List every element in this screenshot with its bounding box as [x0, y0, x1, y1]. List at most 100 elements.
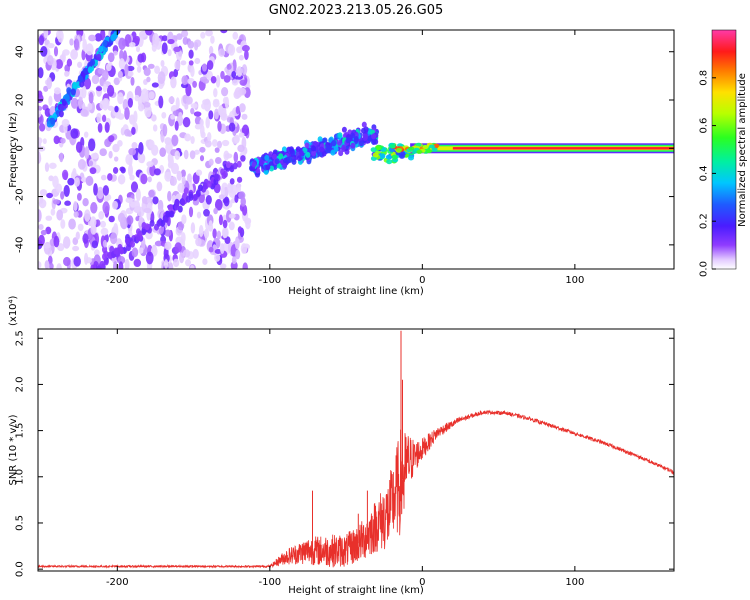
- spectrogram-cell: [73, 38, 80, 51]
- spectrogram-cell: [135, 45, 141, 53]
- spectrogram-cell: [147, 63, 155, 69]
- spectrogram-cell: [172, 110, 180, 117]
- spectrogram-cell: [205, 194, 212, 205]
- spectrogram-cell: [140, 173, 148, 185]
- spectrogram-cell: [68, 218, 76, 230]
- spectrogram-cell: [194, 41, 199, 51]
- colorbar-label: Normalized spectral amplitude: [737, 73, 748, 227]
- spectrogram-cell: [185, 96, 193, 105]
- spectrogram-cell: [38, 137, 43, 145]
- spectrogram-cell: [282, 162, 288, 169]
- spectrogram-cell: [336, 139, 342, 146]
- spectrogram-cell: [85, 43, 94, 56]
- spectrogram-cell: [96, 186, 104, 200]
- spectrogram-cell: [57, 243, 65, 252]
- spectrogram-cell: [161, 111, 167, 119]
- spectrogram-cell: [199, 155, 205, 162]
- spectrogram-cell: [197, 184, 203, 192]
- spectrogram-cell: [103, 98, 110, 109]
- spectrogram-cell: [183, 187, 189, 195]
- spectrogram-cell: [362, 135, 368, 141]
- spectrogram-cell: [73, 211, 79, 218]
- spectrogram-cell: [231, 256, 237, 265]
- spectrogram-cell: [223, 75, 231, 83]
- spectrogram-cell: [99, 220, 107, 228]
- spectrogram-cell: [221, 139, 230, 147]
- spectrogram-cell: [38, 261, 42, 269]
- spectrogram-cell: [201, 63, 208, 72]
- spectrogram-cell: [215, 75, 221, 88]
- spectrogram-cell: [100, 30, 106, 41]
- spectrogram-cell: [151, 43, 157, 52]
- spectrogram-cell: [107, 52, 115, 63]
- spectrogram-cell: [176, 33, 183, 40]
- spectrogram-x-ticks: -200 -100 0 100: [106, 30, 584, 286]
- spectrogram-cell: [117, 113, 125, 120]
- spectrogram-cell: [127, 70, 134, 77]
- spectrogram-cell: [58, 110, 64, 118]
- spectrogram-cell: [305, 151, 311, 158]
- spectrogram-cell: [134, 94, 140, 102]
- spectrogram-cell: [225, 161, 231, 169]
- spectrogram-cell: [89, 216, 97, 228]
- spectrogram-cell: [88, 138, 96, 152]
- spectrogram-cell: [70, 97, 79, 109]
- spectrogram-cell: [126, 65, 135, 72]
- spectrogram-cell: [152, 196, 159, 205]
- spectrogram-cell: [224, 153, 233, 159]
- spectrogram-cell: [56, 263, 62, 269]
- spectrogram-cell: [174, 199, 180, 207]
- spectrogram-cell: [73, 256, 81, 267]
- spectrogram-cell: [87, 102, 93, 111]
- spectrogram-cell: [66, 58, 73, 67]
- spectrogram-cell: [237, 144, 245, 153]
- spectrogram-cell: [134, 35, 140, 44]
- spectrogram-cell: [163, 215, 169, 223]
- spectrogram-cell: [218, 194, 225, 200]
- spectrogram-cell: [105, 63, 112, 72]
- spectrogram-cell: [214, 253, 221, 262]
- spectrogram-cell: [77, 61, 83, 68]
- spectrogram-cell: [144, 223, 150, 231]
- spectrogram-cell: [361, 127, 366, 134]
- spectrogram-cell: [234, 237, 240, 250]
- spectrogram-frame: [37, 29, 675, 270]
- spectrogram-cell: [227, 183, 234, 194]
- spectrogram-cell: [268, 161, 274, 168]
- x-tick-label: 0: [419, 275, 425, 286]
- spectrogram-cell: [101, 114, 107, 123]
- spectrogram-cell: [130, 76, 135, 86]
- spectrogram-cell: [193, 193, 199, 201]
- spectrogram-cell: [59, 152, 64, 163]
- spectrogram-cell: [40, 229, 47, 236]
- spectrogram-cell: [38, 105, 43, 112]
- spectrogram-cell: [84, 146, 90, 160]
- spectrogram-cell: [46, 55, 54, 66]
- spectrogram-cell: [60, 191, 65, 200]
- spectrogram-cell: [63, 256, 71, 267]
- spectrogram-cell: [124, 237, 130, 245]
- spectrogram-cell: [198, 225, 204, 237]
- spectrogram-cell: [208, 45, 214, 56]
- spectrogram-cell: [38, 224, 44, 230]
- spectrogram-cell: [187, 40, 195, 49]
- spectrogram-cell: [241, 64, 248, 76]
- spectrogram-cell: [81, 177, 87, 183]
- spectrogram-cell: [78, 75, 84, 83]
- spectrogram-cell: [143, 101, 151, 108]
- spectrogram-cell: [167, 39, 175, 45]
- spectrogram-y-axis-label: Frequency (Hz): [8, 112, 19, 188]
- spectrogram-cell: [131, 126, 136, 135]
- spectrogram-cell: [38, 110, 42, 118]
- snr-frame: [37, 328, 675, 572]
- spectrogram-cell: [391, 154, 398, 160]
- spectrogram-cell: [124, 128, 131, 137]
- spectrogram-cell: [180, 199, 186, 206]
- snr-y-axis-label: SNR (10 * v/v): [8, 414, 19, 485]
- figure-title: GN02.2023.213.05.26.G05: [269, 3, 444, 18]
- spectrogram-cell: [214, 147, 220, 153]
- spectrogram-cell: [82, 198, 89, 207]
- spectrogram-cell: [205, 30, 213, 37]
- spectrogram-cell: [222, 219, 228, 229]
- spectrogram-cell: [178, 111, 183, 119]
